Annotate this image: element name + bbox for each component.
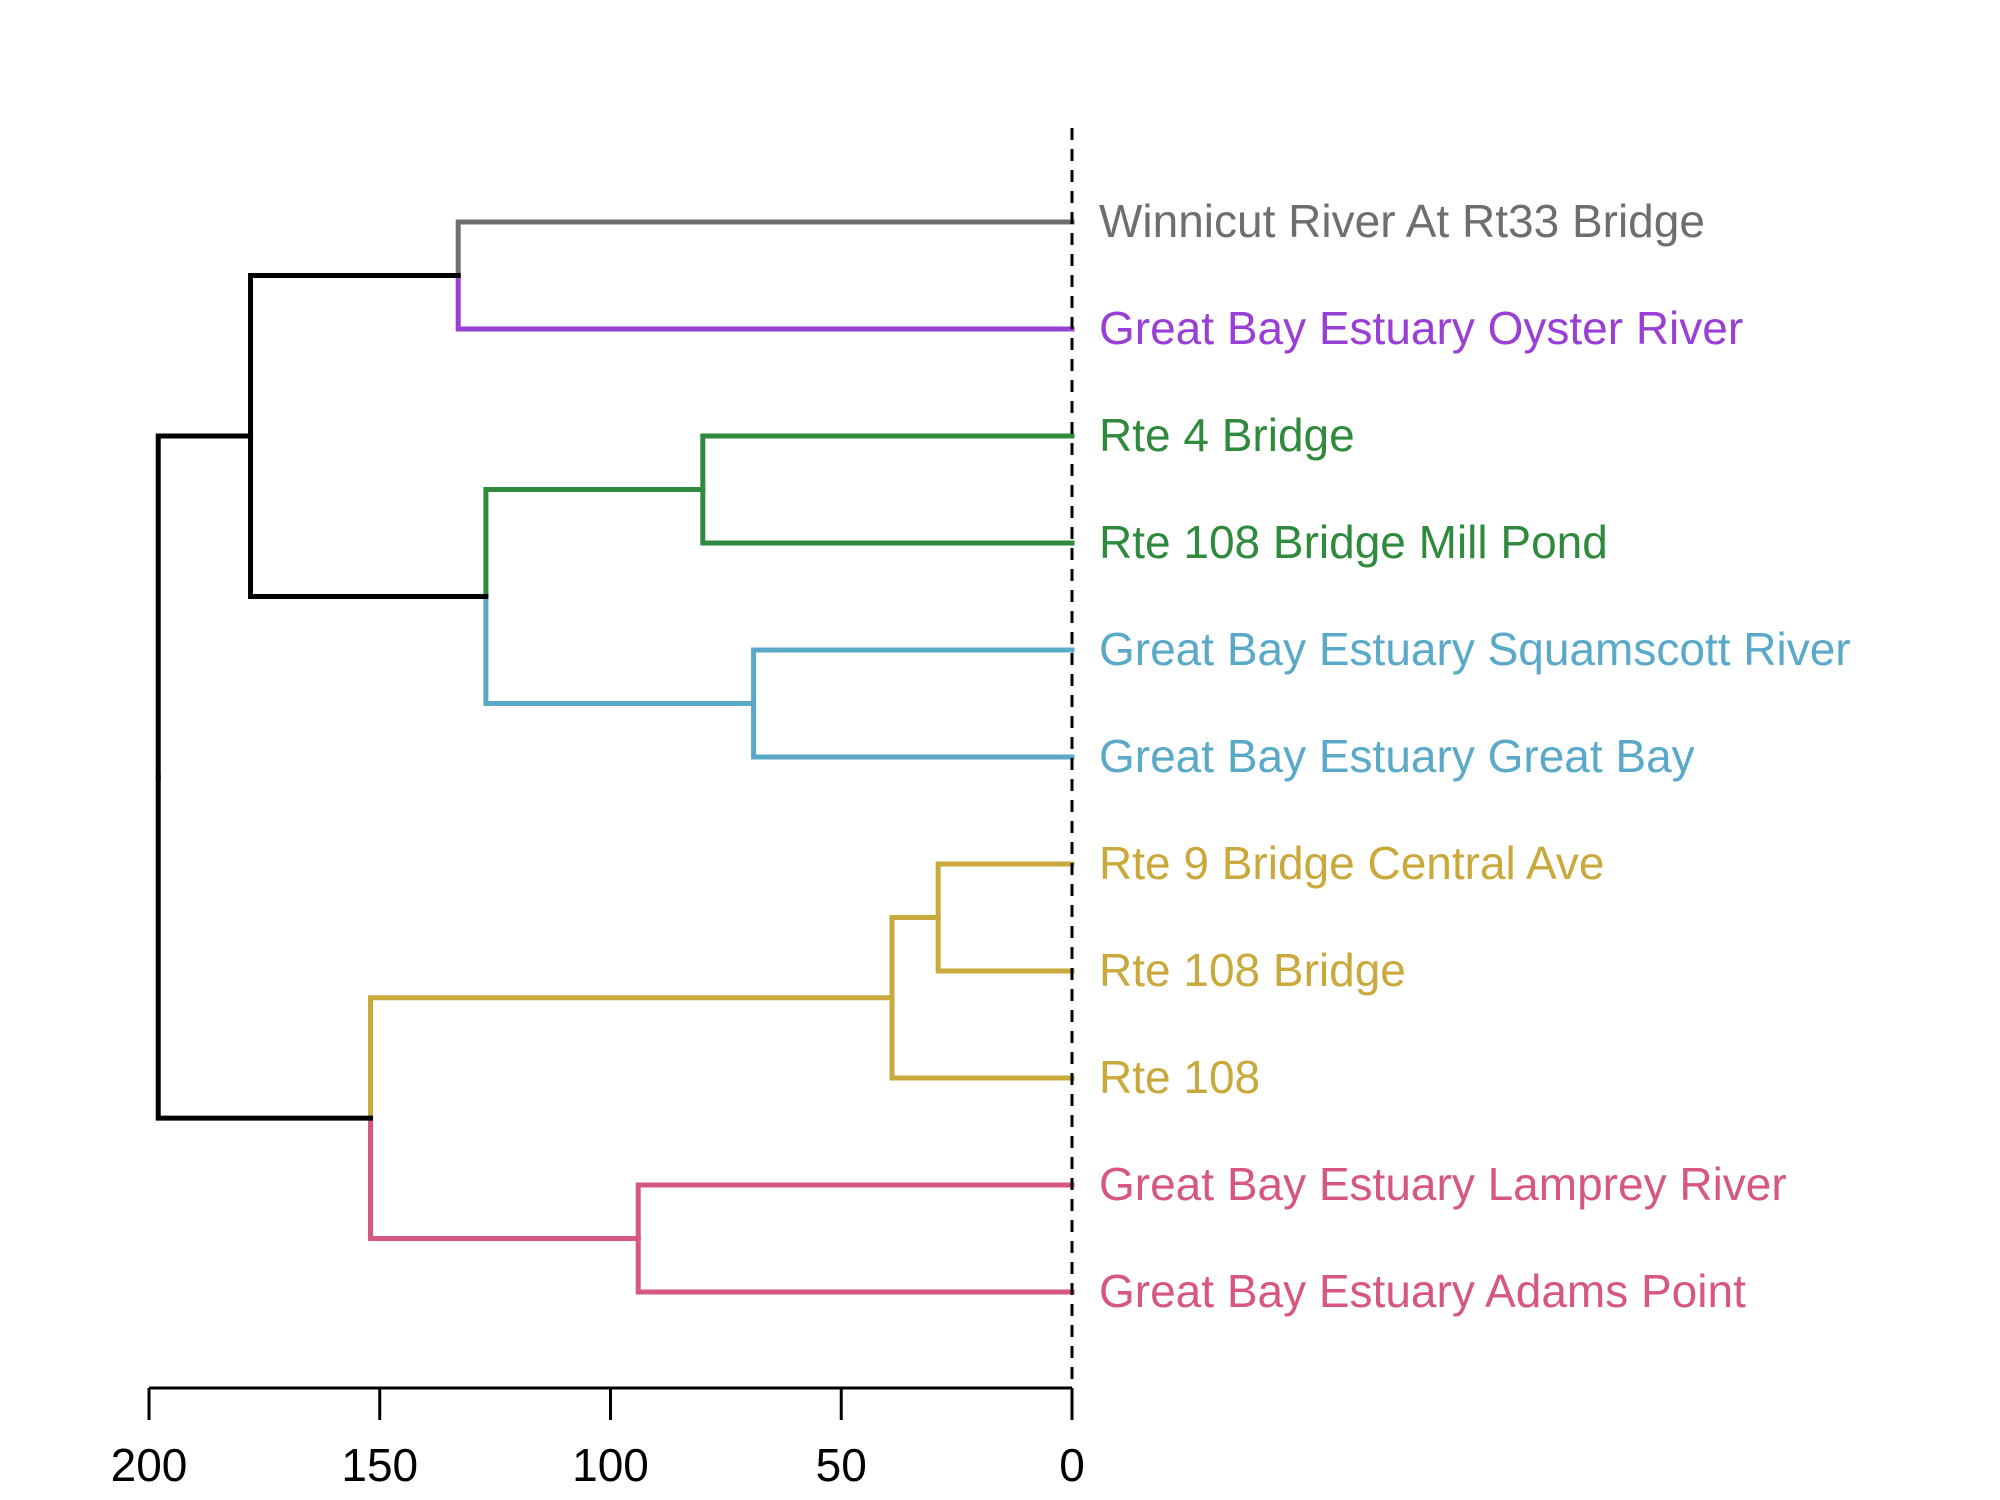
branch-merge-4-upper xyxy=(248,273,461,439)
branch-merge-8-lower xyxy=(368,1115,641,1241)
leaf-label: Great Bay Estuary Great Bay xyxy=(1099,730,1695,782)
branch-merge-1-upper xyxy=(700,433,1075,492)
branch-merge-0-upper xyxy=(455,219,1075,278)
branch-merge-5-lower xyxy=(935,915,1075,974)
leaf-label: Rte 4 Bridge xyxy=(1099,409,1355,461)
x-tick-label: 0 xyxy=(1059,1439,1085,1491)
x-tick-label: 200 xyxy=(111,1439,188,1491)
leaf-label: Great Bay Estuary Oyster River xyxy=(1099,302,1743,354)
branch-merge-6-upper xyxy=(889,915,941,1001)
leaf-label: Rte 108 Bridge xyxy=(1099,944,1406,996)
leaf-label: Rte 108 Bridge Mill Pond xyxy=(1099,516,1608,568)
branch-merge-8-upper xyxy=(368,995,895,1121)
branch-merge-4-lower xyxy=(248,433,489,599)
branch-merge-5-upper xyxy=(935,861,1075,920)
branch-merge-3-lower xyxy=(483,594,757,706)
leaf-label: Rte 9 Bridge Central Ave xyxy=(1099,837,1604,889)
leaf-label: Great Bay Estuary Lamprey River xyxy=(1099,1158,1787,1210)
leaf-label: Rte 108 xyxy=(1099,1051,1260,1103)
x-axis: 200 150 100 50 0 xyxy=(111,1386,1085,1491)
branch-merge-1-lower xyxy=(700,487,1075,546)
x-tick-label: 150 xyxy=(341,1439,418,1491)
branch-merge-2-upper xyxy=(751,647,1075,706)
branch-merge-7-upper xyxy=(635,1182,1075,1241)
branch-merge-9-lower xyxy=(155,774,374,1121)
branch-merge-6-lower xyxy=(889,995,1075,1081)
dendrogram-branches xyxy=(155,219,1075,1295)
x-tick-label: 100 xyxy=(572,1439,649,1491)
leaf-label: Winnicut River At Rt33 Bridge xyxy=(1099,195,1705,247)
branch-merge-2-lower xyxy=(751,701,1075,760)
leaf-labels: Winnicut River At Rt33 Bridge Great Bay E… xyxy=(1099,195,1851,1317)
x-tick-label: 50 xyxy=(816,1439,867,1491)
branch-merge-7-lower xyxy=(635,1236,1075,1295)
branch-merge-0-lower xyxy=(455,273,1075,332)
branch-merge-9-upper xyxy=(155,433,254,780)
leaf-label: Great Bay Estuary Squamscott River xyxy=(1099,623,1851,675)
branch-merge-3-upper xyxy=(483,487,706,599)
leaf-label: Great Bay Estuary Adams Point xyxy=(1099,1265,1746,1317)
